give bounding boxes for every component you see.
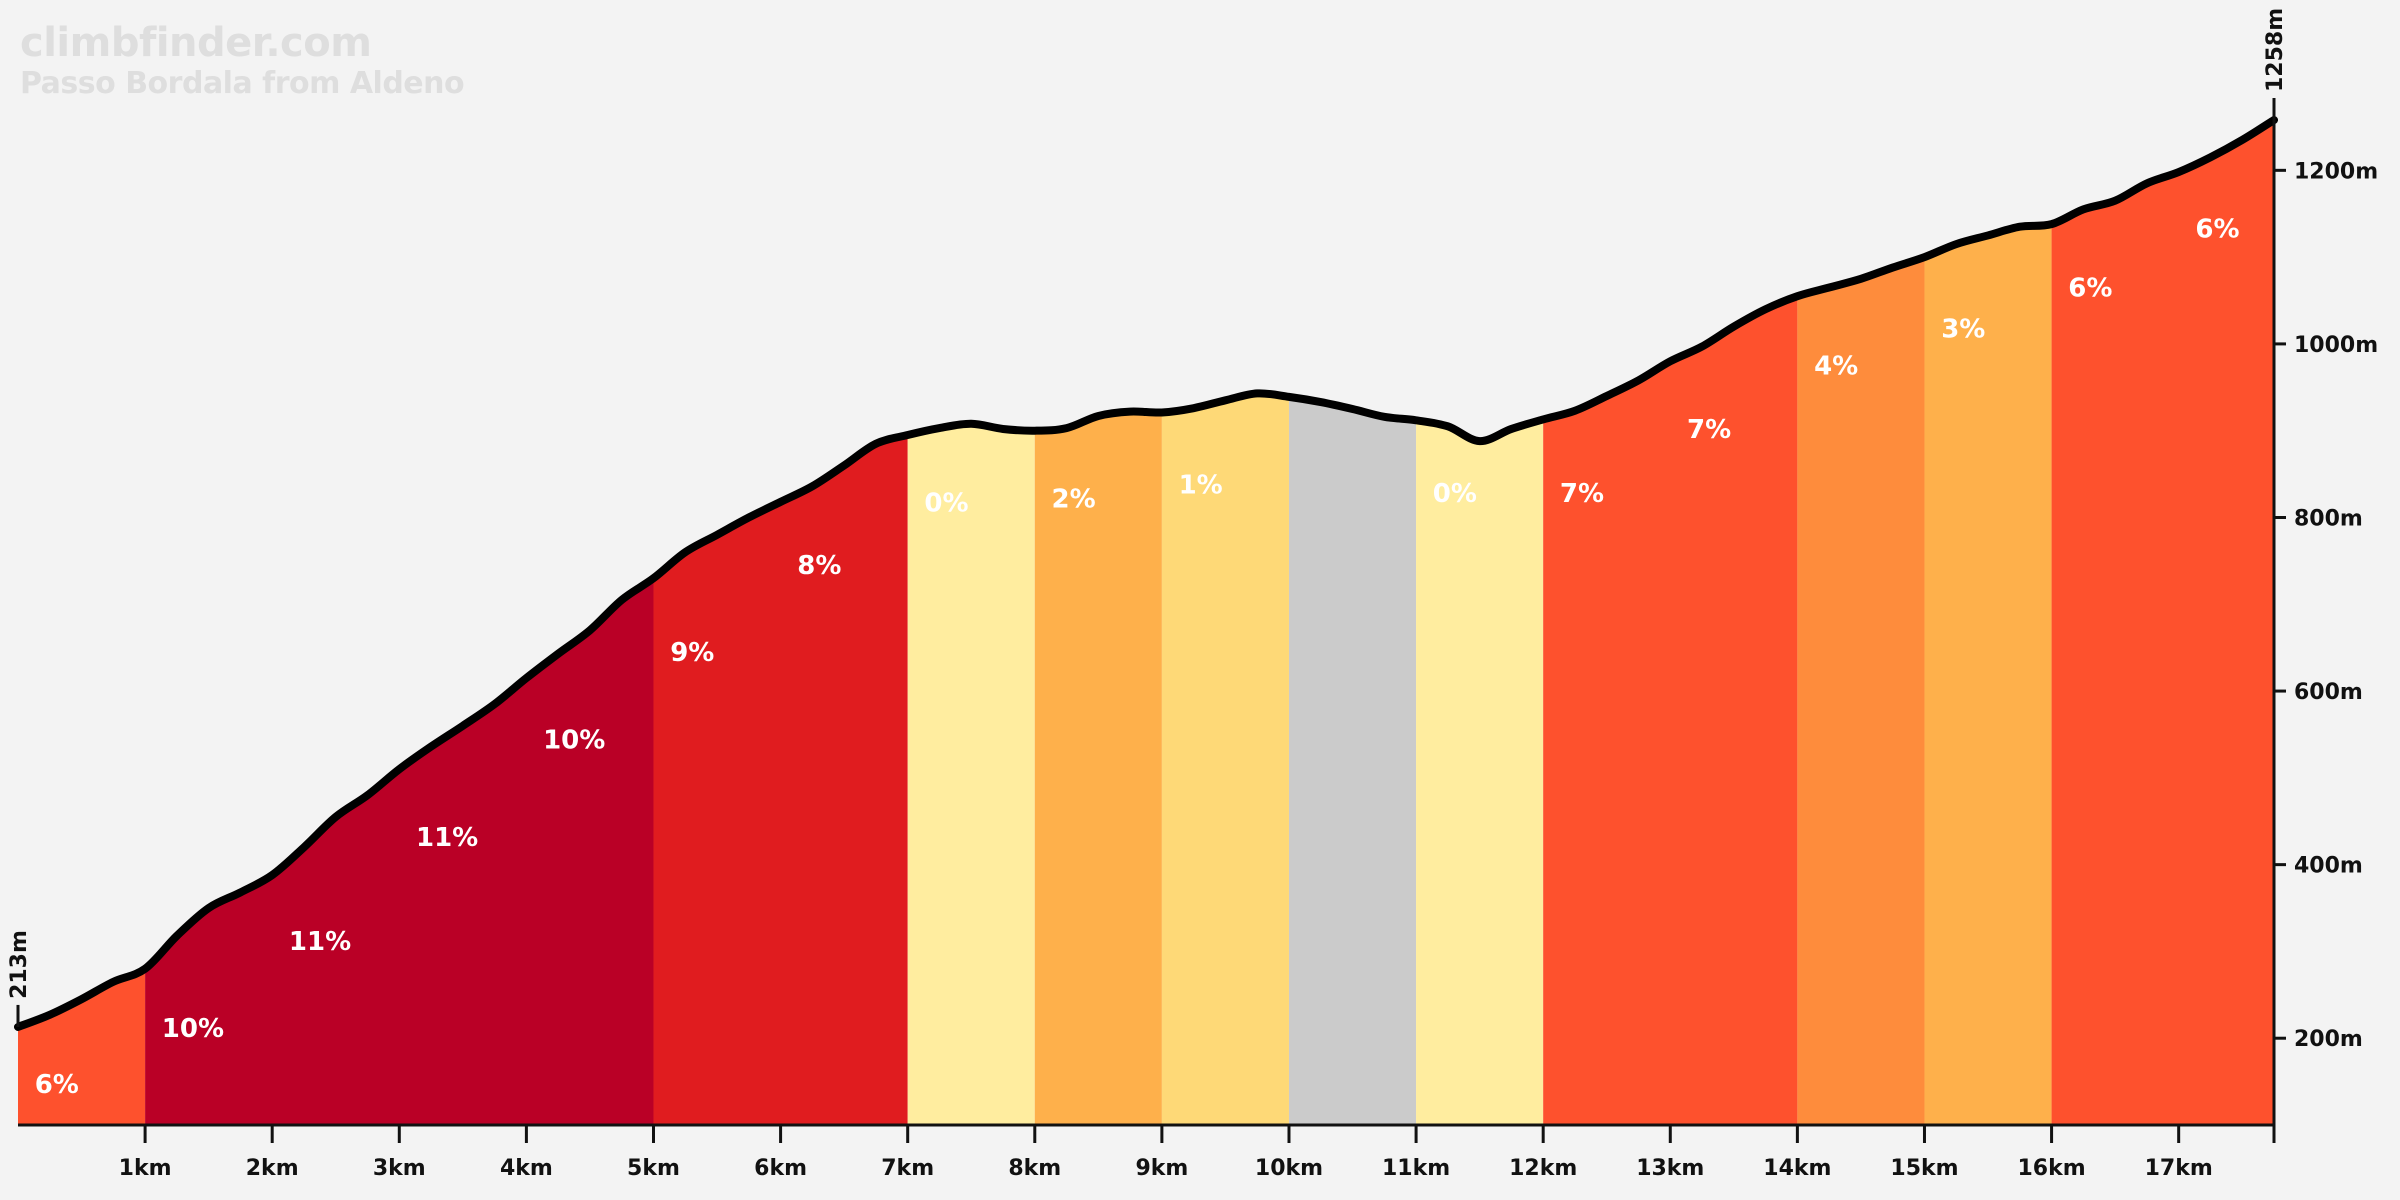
x-tick-label: 7km <box>881 1156 934 1181</box>
elevation-markers: 213m 1258m <box>7 8 2288 1027</box>
grade-segment-10 <box>1797 120 1925 1125</box>
grade-label: 6% <box>2068 274 2112 304</box>
grade-label: 10% <box>543 726 605 756</box>
x-tick-label: 14km <box>1763 1156 1831 1181</box>
x-tick-label: 6km <box>754 1156 807 1181</box>
grade-segment-8 <box>1416 120 1544 1125</box>
y-tick-label: 1200m <box>2294 159 2378 184</box>
brand: climbfinder.com Passo Bordala from Alden… <box>20 20 465 102</box>
y-tick-label: 800m <box>2294 506 2363 531</box>
grade-labels: 6% 10% 11% 11% 10% 9% 8% 0% 2% 1% 0% 7% 7% 4% 3% 6% 6% <box>35 214 2240 1100</box>
y-tick-label: 400m <box>2294 854 2363 879</box>
elevation-profile-line <box>14 116 2278 1031</box>
grade-segment-12 <box>2051 120 2274 1125</box>
grade-label: 0% <box>924 489 968 519</box>
grade-label: 4% <box>1814 352 1858 382</box>
y-tick-label: 200m <box>2294 1027 2363 1052</box>
grade-label: 7% <box>1687 415 1731 445</box>
site-name: climbfinder.com <box>20 20 372 66</box>
grade-label: 11% <box>416 823 478 853</box>
grade-segment-7 <box>1288 120 1417 1125</box>
grade-label: 6% <box>35 1070 79 1100</box>
grade-segment-9 <box>1543 120 1798 1125</box>
grade-segment-1 <box>18 120 146 1125</box>
start-elevation-label: 213m <box>7 930 32 999</box>
grade-label: 10% <box>162 1014 224 1044</box>
grade-label: 6% <box>2195 214 2239 244</box>
x-tick-label: 17km <box>2145 1156 2213 1181</box>
climb-title: Passo Bordala from Aldeno <box>20 66 465 101</box>
x-tick-label: 15km <box>1890 1156 1958 1181</box>
grade-label: 1% <box>1179 471 1223 501</box>
grade-label: 0% <box>1433 479 1477 509</box>
x-tick-label: 8km <box>1008 1156 1061 1181</box>
x-tick-label: 11km <box>1382 1156 1450 1181</box>
grade-segment-5 <box>1034 120 1162 1125</box>
y-axis: 200m 400m 600m 800m 1000m 1200m <box>2272 120 2378 1125</box>
x-tick-label: 4km <box>500 1156 553 1181</box>
x-tick-label: 5km <box>627 1156 680 1181</box>
y-tick-label: 600m <box>2294 680 2363 705</box>
grade-segment-11 <box>1924 120 2052 1125</box>
x-tick-label: 1km <box>119 1156 172 1181</box>
grade-segments <box>18 120 2274 1125</box>
grade-segment-2 <box>145 120 654 1125</box>
x-tick-label: 16km <box>2017 1156 2085 1181</box>
grade-segment-6 <box>1161 120 1289 1125</box>
grade-label: 9% <box>670 638 714 668</box>
grade-segment-3 <box>653 120 908 1125</box>
grade-label: 8% <box>797 551 841 581</box>
x-tick-label: 2km <box>246 1156 299 1181</box>
grade-label: 3% <box>1941 314 1985 344</box>
x-tick-label: 10km <box>1255 1156 1323 1181</box>
x-axis: 1km 2km 3km 4km 5km 6km 7km 8km 9km 10km 11km 12km 1… <box>18 1123 2276 1181</box>
grade-label: 11% <box>289 927 351 957</box>
grade-label: 7% <box>1560 479 1604 509</box>
grade-label: 2% <box>1051 484 1095 514</box>
y-tick-label: 1000m <box>2294 333 2378 358</box>
x-tick-label: 12km <box>1509 1156 1577 1181</box>
x-tick-label: 3km <box>373 1156 426 1181</box>
grade-segment-4 <box>907 120 1035 1125</box>
end-elevation-label: 1258m <box>2263 8 2288 92</box>
x-tick-label: 9km <box>1135 1156 1188 1181</box>
x-tick-label: 13km <box>1636 1156 1704 1181</box>
